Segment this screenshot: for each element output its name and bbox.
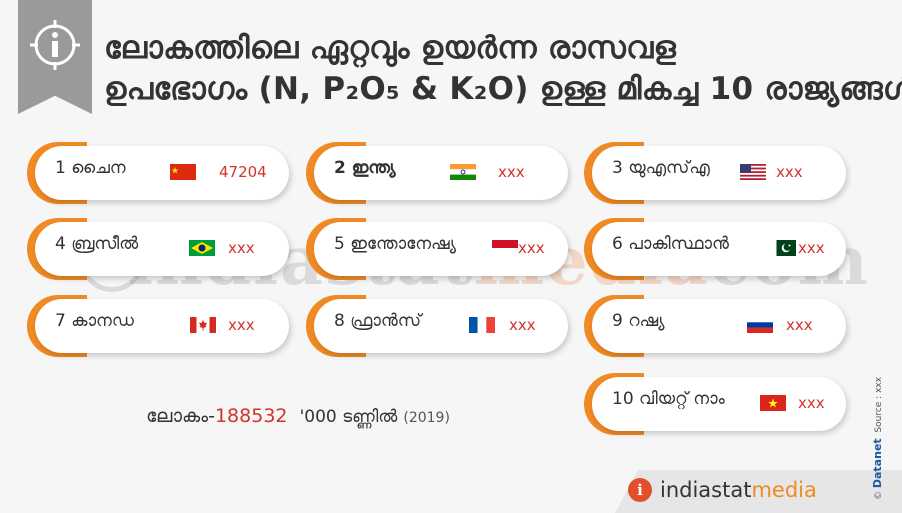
page-title: ലോകത്തിലെ ഏറ്റവും ഉയർന്ന രാസവള ഉപഭോഗം (N…: [104, 28, 902, 110]
source-credit: © Datanet Source : xxx: [871, 376, 884, 500]
brand-logo-icon: i: [628, 478, 652, 502]
country-card-7: 7 കാനഡ xxx: [27, 295, 292, 357]
title-line-2: ഉപഭോഗം (N, P₂O₅ & K₂O) ഉള്ള മികച്ച 10 രാ…: [104, 71, 902, 107]
world-value: 188532: [214, 405, 288, 427]
country-card-4: 4 ബ്രസീൽ xxx: [27, 218, 292, 280]
country-value: xxx: [498, 163, 525, 181]
country-card-9: 9 റഷ്യ xxx: [584, 295, 849, 357]
info-icon: [30, 20, 80, 70]
source-label: Source : xxx: [874, 376, 884, 433]
world-total: ലോകം-188532 '000 ടണ്ണിൽ (2019): [146, 405, 450, 427]
china-flag-icon: [170, 164, 196, 180]
country-label: 8 ഫ്രാൻസ്: [334, 311, 422, 331]
country-label: 6 പാകിസ്ഥാൻ: [612, 234, 729, 254]
title-line-1: ലോകത്തിലെ ഏറ്റവും ഉയർന്ന രാസവള: [104, 30, 677, 66]
india-flag-icon: [450, 164, 476, 180]
country-card-6: 6 പാകിസ്ഥാൻ xxx: [584, 218, 849, 280]
info-tab: [18, 0, 92, 114]
country-card-5: 5 ഇന്തോനേഷ്യ xxx: [306, 218, 571, 280]
country-card-8: 8 ഫ്രാൻസ് xxx: [306, 295, 571, 357]
world-unit: '000 ടണ്ണിൽ: [299, 407, 398, 427]
country-value: xxx: [228, 316, 255, 334]
country-label: 1 ചൈന: [55, 158, 126, 178]
france-flag-icon: [469, 317, 495, 333]
brand-band: [615, 470, 902, 513]
country-label: 10 വിയറ്റ് നാം: [612, 389, 725, 409]
world-label: ലോകം-: [146, 405, 215, 427]
country-card-2: 2 ഇന്ത്യ xxx: [306, 142, 571, 204]
brand-name: indiastatmedia: [660, 478, 817, 502]
country-value: 47204: [219, 163, 267, 181]
canada-flag-icon: [190, 317, 216, 333]
country-value: xxx: [798, 239, 825, 257]
russia-flag-icon: [747, 317, 773, 333]
brazil-flag-icon: [189, 240, 215, 256]
country-value: xxx: [798, 394, 825, 412]
datanet-label: Datanet: [871, 438, 884, 489]
country-label: 3 യുഎസ്എ: [612, 158, 710, 178]
pakistan-flag-icon: [770, 240, 796, 256]
country-label: 9 റഷ്യ: [612, 311, 665, 331]
country-value: xxx: [518, 239, 545, 257]
world-year: (2019): [403, 410, 450, 426]
country-label: 7 കാനഡ: [55, 311, 134, 331]
country-value: xxx: [786, 316, 813, 334]
country-label: 5 ഇന്തോനേഷ്യ: [334, 234, 457, 254]
country-label: 4 ബ്രസീൽ: [55, 234, 139, 254]
country-card-3: 3 യുഎസ്എ xxx: [584, 142, 849, 204]
indonesia-flag-icon: [492, 240, 518, 256]
country-card-1: 1 ചൈന 47204: [27, 142, 292, 204]
usa-flag-icon: [740, 164, 766, 180]
country-value: xxx: [509, 316, 536, 334]
vietnam-flag-icon: [760, 395, 786, 411]
country-card-10: 10 വിയറ്റ് നാം xxx: [584, 373, 849, 435]
country-label: 2 ഇന്ത്യ: [334, 158, 396, 178]
country-value: xxx: [228, 239, 255, 257]
country-value: xxx: [776, 163, 803, 181]
